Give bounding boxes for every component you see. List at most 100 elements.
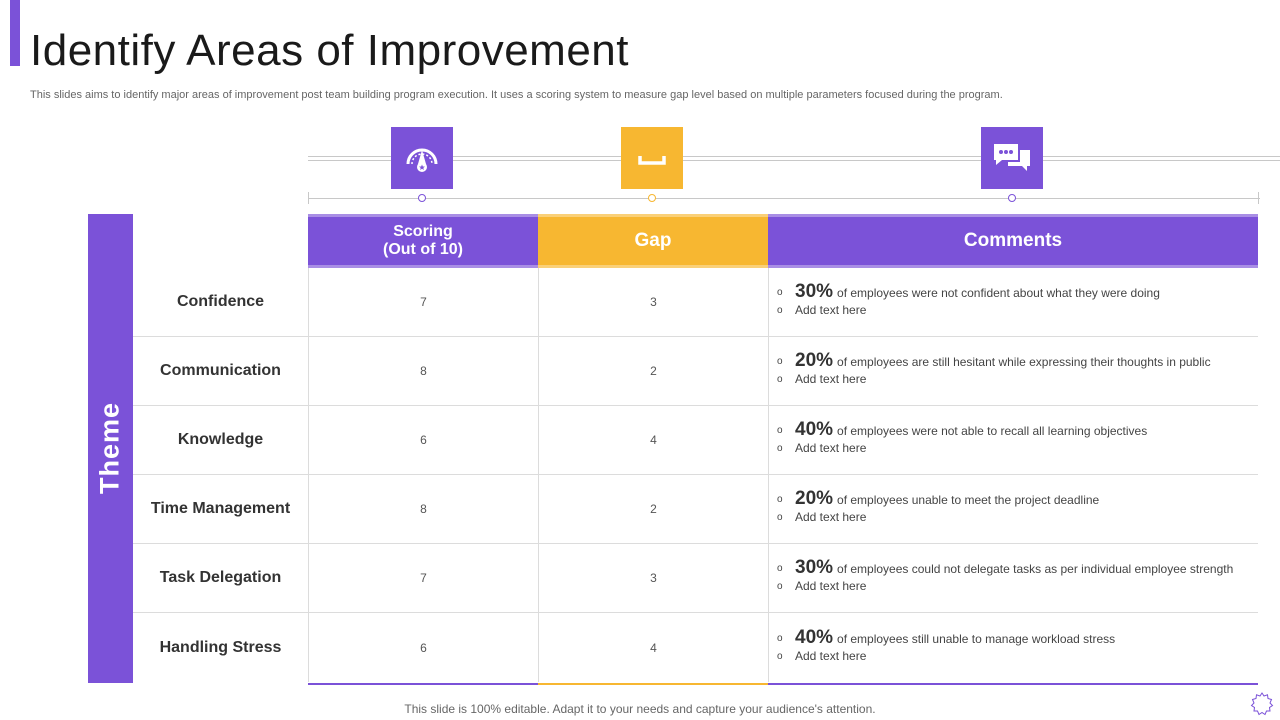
comment-extra-bullet: o Add text here: [777, 371, 866, 389]
row-gap: 4: [538, 613, 768, 682]
comment-percent: 30%: [795, 281, 834, 302]
bullet-marker: o: [777, 512, 783, 523]
row-comment: o 20% of employees are still hesitant whil…: [768, 337, 1258, 405]
comment-percent: 20%: [795, 350, 834, 371]
header-gap-label: Gap: [634, 230, 672, 251]
table-bottom-line-gap: [538, 683, 768, 685]
comment-extra: Add text here: [795, 441, 867, 455]
comment-text: 30% of employees were not confident about…: [795, 281, 1160, 302]
comment-extra: Add text here: [795, 510, 867, 524]
row-gap: 2: [538, 337, 768, 405]
bullet-marker: o: [777, 374, 783, 385]
comment-extra-bullet: o Add text here: [777, 578, 866, 596]
header-comments: Comments: [768, 214, 1258, 268]
row-comment: o 40% of employees still unable to manage …: [768, 613, 1258, 682]
top-connector-line: [308, 156, 1280, 157]
comment-percent: 20%: [795, 488, 834, 509]
comment-text: 40% of employees were not able to recall …: [795, 419, 1148, 440]
bullet-marker: o: [777, 425, 783, 436]
header-scoring-label: Scoring (Out of 10): [383, 223, 463, 258]
comment-body: of employees were not able to recall all…: [837, 424, 1148, 438]
comment-extra-bullet: o Add text here: [777, 302, 866, 320]
header-gap: Gap: [538, 214, 768, 268]
comment-bullet: o 40% of employees still unable to manage …: [777, 626, 1116, 648]
comment-extra-bullet: o Add text here: [777, 648, 866, 666]
speedometer-icon: [391, 127, 453, 189]
table-row: Time Management 8 2 o 20% of employees una…: [133, 475, 1258, 544]
theme-bar: [88, 214, 133, 683]
comment-body: of employees were not confident about wh…: [837, 286, 1160, 300]
footer-text: This slide is 100% editable. Adapt it to…: [404, 702, 876, 716]
row-score: 7: [308, 268, 538, 336]
bullet-marker: o: [777, 443, 783, 454]
comment-body: of employees are still hesitant while ex…: [837, 355, 1211, 369]
row-score: 6: [308, 613, 538, 682]
comment-text: 20% of employees unable to meet the proje…: [795, 488, 1100, 509]
table-row: Confidence 7 3 o 30% of employees were not…: [133, 268, 1258, 337]
row-theme-name: Communication: [160, 362, 281, 379]
top-connector-line-2: [308, 160, 1280, 161]
row-score: 6: [308, 406, 538, 474]
comment-extra: Add text here: [795, 372, 867, 386]
chat-bubbles-icon: [981, 127, 1043, 189]
row-score: 8: [308, 475, 538, 543]
bullet-marker: o: [777, 632, 783, 644]
row-comment: o 30% of employees could not delegate task…: [768, 544, 1258, 612]
table-bottom-line-comments: [768, 683, 1258, 685]
row-comment: o 40% of employees were not able to recall…: [768, 406, 1258, 474]
table-row: Communication 8 2 o 20% of employees are s…: [133, 337, 1258, 406]
comment-extra-bullet: o Add text here: [777, 509, 866, 527]
comment-bullet: o 20% of employees unable to meet the proj…: [777, 488, 1100, 509]
bullet-marker: o: [777, 356, 783, 367]
theme-label: Theme: [94, 401, 125, 495]
comment-body: of employees still unable to manage work…: [837, 631, 1116, 646]
row-score: 7: [308, 544, 538, 612]
comment-bullet: o 20% of employees are still hesitant whil…: [777, 350, 1211, 371]
dot-tick-right: [1258, 192, 1259, 204]
row-gap: 4: [538, 406, 768, 474]
page-subtitle: This slides aims to identify major areas…: [30, 89, 1003, 101]
row-comment: o 20% of employees unable to meet the proj…: [768, 475, 1258, 543]
comment-extra: Add text here: [795, 303, 867, 317]
row-gap: 3: [538, 268, 768, 336]
comment-bullet: o 40% of employees were not able to recall…: [777, 419, 1148, 440]
row-theme-name: Confidence: [176, 293, 265, 310]
header-scoring: Scoring (Out of 10): [308, 214, 538, 268]
table-bottom-line-scoring: [308, 683, 538, 685]
comment-body: of employees could not delegate tasks as…: [837, 562, 1234, 576]
title-accent-bar: [10, 0, 20, 66]
header-comments-label: Comments: [963, 230, 1063, 251]
row-theme-name: Time Management: [150, 500, 291, 517]
bullet-marker: o: [777, 305, 783, 316]
comment-text: 20% of employees are still hesitant while…: [795, 350, 1211, 371]
bullet-marker: o: [777, 581, 783, 592]
row-gap: 2: [538, 475, 768, 543]
bullet-marker: o: [777, 563, 783, 574]
footer-note: This slide is 100% editable. Adapt it to…: [0, 702, 1280, 716]
table-row: Task Delegation 7 3 o 30% of employees cou…: [133, 544, 1258, 613]
row-theme-name: Knowledge: [177, 431, 264, 448]
page-title: Identify Areas of Improvement: [30, 26, 630, 75]
comment-percent: 40%: [795, 626, 834, 648]
comment-text: 30% of employees could not delegate tasks…: [795, 557, 1234, 578]
comment-bullet: o 30% of employees could not delegate task…: [777, 557, 1234, 578]
row-theme-name: Task Delegation: [159, 569, 282, 586]
comment-body: of employees unable to meet the project …: [837, 493, 1100, 507]
comment-bullet: o 30% of employees were not confident abou…: [777, 281, 1160, 302]
bullet-marker: o: [777, 650, 783, 662]
comment-extra: Add text here: [795, 648, 867, 663]
gap-dot: [648, 194, 656, 202]
comment-percent: 40%: [795, 419, 834, 440]
row-gap: 3: [538, 544, 768, 612]
gear-icon: [1250, 692, 1274, 716]
row-theme-name: Handling Stress: [159, 638, 282, 656]
table-row: Knowledge 6 4 o 40% of employees were not …: [133, 406, 1258, 475]
comment-extra: Add text here: [795, 579, 867, 593]
row-comment: o 30% of employees were not confident abou…: [768, 268, 1258, 336]
dot-tick-left: [308, 192, 309, 204]
comment-extra-bullet: o Add text here: [777, 440, 866, 458]
dot-connector-line: [308, 198, 1260, 199]
comments-dot: [1008, 194, 1016, 202]
table-row: Handling Stress 6 4 o 40% of employees sti…: [133, 613, 1258, 682]
comment-percent: 30%: [795, 557, 834, 578]
